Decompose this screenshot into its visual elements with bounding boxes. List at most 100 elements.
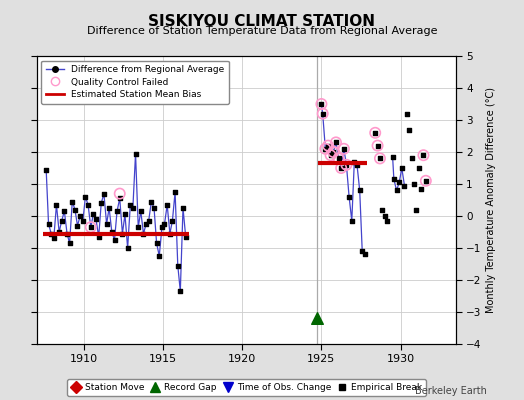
Point	[376, 155, 384, 162]
Y-axis label: Monthly Temperature Anomaly Difference (°C): Monthly Temperature Anomaly Difference (…	[486, 87, 496, 313]
Point	[118, 230, 127, 237]
Point	[334, 155, 343, 162]
Legend: Station Move, Record Gap, Time of Obs. Change, Empirical Break: Station Move, Record Gap, Time of Obs. C…	[67, 380, 425, 396]
Point	[422, 178, 430, 184]
Point	[371, 130, 379, 136]
Point	[121, 211, 129, 218]
Point	[137, 208, 145, 214]
Point	[374, 142, 382, 149]
Point	[113, 208, 121, 214]
Point	[371, 130, 379, 136]
Point	[353, 162, 361, 168]
Point	[340, 146, 348, 152]
Point	[419, 152, 428, 158]
Point	[321, 146, 330, 152]
Point	[155, 253, 163, 259]
Point	[337, 165, 345, 171]
Point	[398, 165, 406, 171]
Text: Berkeley Earth: Berkeley Earth	[416, 386, 487, 396]
Text: SISKIYOU CLIMAT STATION: SISKIYOU CLIMAT STATION	[148, 14, 376, 29]
Point	[163, 202, 171, 208]
Point	[63, 230, 71, 237]
Point	[66, 240, 74, 246]
Point	[86, 224, 95, 230]
Point	[334, 155, 343, 162]
Point	[337, 165, 345, 171]
Point	[405, 126, 413, 133]
Point	[115, 190, 124, 197]
Point	[97, 200, 105, 206]
Point	[124, 245, 132, 251]
Point	[376, 155, 384, 162]
Point	[332, 139, 340, 146]
Point	[407, 155, 416, 162]
Point	[150, 205, 158, 211]
Point	[166, 230, 174, 237]
Point	[145, 218, 153, 224]
Point	[350, 158, 358, 165]
Point	[321, 146, 330, 152]
Point	[355, 187, 364, 194]
Point	[168, 218, 177, 224]
Point	[81, 194, 90, 200]
Point	[412, 206, 421, 213]
Point	[400, 182, 409, 189]
Point	[340, 146, 348, 152]
Point	[332, 139, 340, 146]
Point	[79, 218, 87, 224]
Point	[419, 152, 428, 158]
Point	[60, 208, 69, 214]
Point	[171, 189, 179, 195]
Point	[132, 150, 140, 157]
Point	[94, 234, 103, 240]
Point	[147, 198, 156, 205]
Point	[326, 152, 335, 158]
Point	[378, 206, 387, 213]
Point	[392, 187, 401, 194]
Point	[100, 190, 108, 197]
Point	[324, 142, 332, 149]
Point	[342, 162, 351, 168]
Point	[313, 315, 322, 322]
Point	[42, 166, 50, 173]
Point	[342, 162, 351, 168]
Point	[422, 178, 430, 184]
Point	[55, 229, 63, 235]
Point	[111, 237, 119, 243]
Point	[402, 110, 411, 117]
Point	[158, 224, 166, 230]
Point	[76, 213, 84, 219]
Point	[86, 224, 95, 230]
Point	[329, 149, 337, 155]
Point	[107, 229, 116, 235]
Point	[326, 152, 335, 158]
Point	[329, 149, 337, 155]
Point	[73, 222, 82, 229]
Point	[319, 110, 327, 117]
Point	[142, 221, 150, 227]
Point	[52, 202, 61, 208]
Point	[181, 234, 190, 240]
Point	[383, 218, 391, 224]
Point	[358, 248, 366, 254]
Point	[58, 218, 66, 224]
Point	[324, 142, 332, 149]
Point	[68, 198, 77, 205]
Text: Difference of Station Temperature Data from Regional Average: Difference of Station Temperature Data f…	[87, 26, 437, 36]
Point	[345, 194, 353, 200]
Point	[105, 205, 113, 211]
Point	[317, 101, 325, 107]
Point	[395, 179, 403, 186]
Point	[160, 221, 169, 227]
Point	[134, 224, 143, 230]
Point	[176, 288, 184, 294]
Point	[89, 211, 97, 218]
Point	[361, 251, 369, 258]
Point	[50, 235, 58, 242]
Point	[347, 218, 356, 224]
Point	[102, 221, 111, 227]
Point	[374, 142, 382, 149]
Point	[380, 213, 389, 219]
Point	[45, 221, 53, 227]
Point	[388, 154, 397, 160]
